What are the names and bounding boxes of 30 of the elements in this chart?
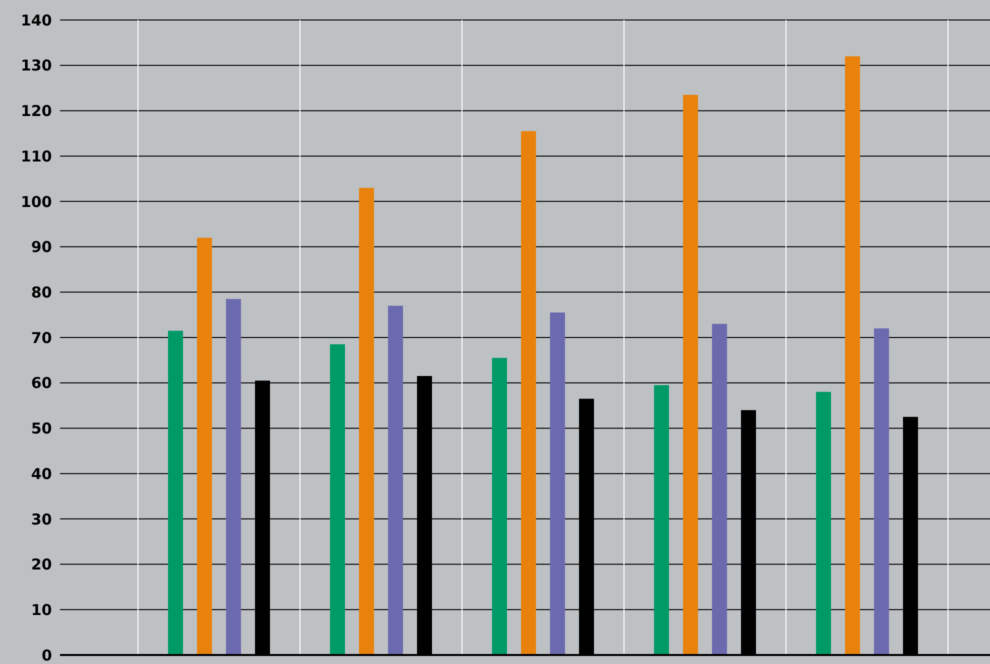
y-tick-label: 60 (31, 374, 52, 392)
bar (330, 344, 345, 655)
y-tick-label: 130 (20, 56, 52, 75)
bar (874, 328, 889, 655)
y-tick-label: 20 (31, 556, 52, 574)
bar (521, 131, 536, 655)
y-tick-label: 40 (31, 464, 52, 483)
bar (654, 385, 669, 655)
bar (845, 56, 860, 655)
y-tick-label: 30 (31, 510, 52, 528)
bar (197, 238, 212, 655)
bar (712, 324, 727, 655)
y-tick-label: 110 (20, 147, 52, 166)
y-tick-label: 100 (20, 192, 52, 211)
bar (168, 330, 183, 655)
y-tick-label: 50 (31, 420, 52, 438)
bar (683, 94, 698, 655)
y-tick-label: 0 (42, 646, 52, 664)
y-tick-label: 10 (31, 600, 52, 619)
bar (388, 306, 403, 655)
y-tick-label: 70 (31, 328, 52, 347)
y-tick-label: 80 (31, 283, 52, 302)
bar (226, 298, 241, 655)
y-tick-label: 120 (20, 102, 52, 120)
bar (550, 312, 565, 655)
y-tick-label: 90 (31, 238, 52, 256)
bar (359, 188, 374, 655)
bar (492, 358, 507, 655)
y-tick-label: 140 (20, 11, 52, 30)
bar (816, 392, 831, 655)
